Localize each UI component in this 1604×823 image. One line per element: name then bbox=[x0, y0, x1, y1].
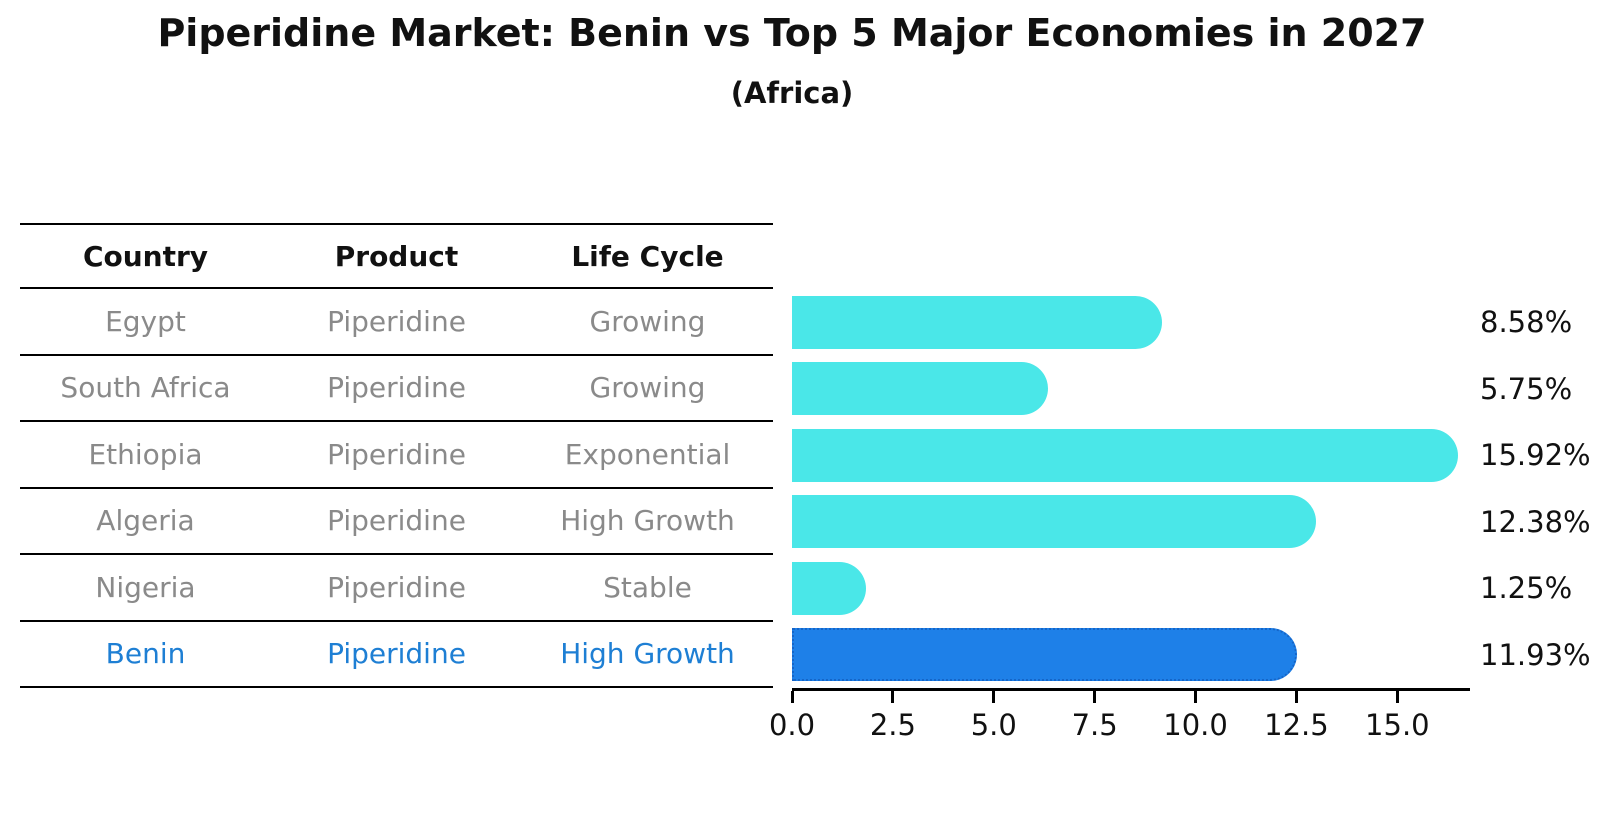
x-tick-label: 0.0 bbox=[768, 708, 816, 742]
table-row: Algeria Piperidine High Growth bbox=[20, 489, 773, 555]
bar-row-benin bbox=[792, 622, 1470, 689]
country-cell: Nigeria bbox=[95, 570, 196, 604]
table-row-benin: Benin Piperidine High Growth bbox=[20, 622, 773, 688]
life-cycle-cell: Stable bbox=[603, 570, 692, 604]
table-row: South Africa Piperidine Growing bbox=[20, 356, 773, 422]
life-cycle-cell: High Growth bbox=[560, 637, 735, 671]
bar-value-label: 8.58% bbox=[1480, 305, 1573, 340]
table-header-row: Country Product Life Cycle bbox=[20, 223, 773, 289]
bar-value-label: 12.38% bbox=[1480, 504, 1591, 539]
bar-value-label: 11.93% bbox=[1480, 637, 1591, 672]
chart-title: Piperidine Market: Benin vs Top 5 Major … bbox=[157, 11, 1427, 55]
table-row: Ethiopia Piperidine Exponential bbox=[20, 422, 773, 489]
life-cycle-cell: High Growth bbox=[560, 504, 735, 538]
bar-value-label: 15.92% bbox=[1480, 438, 1591, 473]
x-tick-mark bbox=[1395, 691, 1399, 703]
x-tick-mark bbox=[790, 691, 794, 703]
life-cycle-cell: Growing bbox=[589, 304, 706, 338]
x-tick-mark bbox=[1194, 691, 1198, 703]
x-tick-mark bbox=[891, 691, 895, 703]
bar-row-egypt bbox=[792, 289, 1470, 356]
bar-row-algeria bbox=[792, 489, 1470, 556]
table-row: Egypt Piperidine Growing bbox=[20, 289, 773, 356]
table-header-country: Country bbox=[82, 239, 209, 273]
table-row: Nigeria Piperidine Stable bbox=[20, 555, 773, 622]
product-cell: Piperidine bbox=[327, 304, 466, 338]
product-cell: Piperidine bbox=[327, 570, 466, 604]
table-header-life-cycle: Life Cycle bbox=[571, 239, 724, 273]
bar-algeria bbox=[792, 495, 1316, 549]
bar-ethiopia bbox=[792, 428, 1459, 482]
table-header-product: Product bbox=[334, 239, 459, 273]
bar-row-ethiopia bbox=[792, 422, 1470, 489]
bar-benin bbox=[792, 628, 1298, 682]
bar-value-label: 1.25% bbox=[1480, 571, 1573, 606]
country-cell: South Africa bbox=[60, 371, 231, 405]
country-cell: Egypt bbox=[105, 304, 186, 338]
x-tick-mark bbox=[1093, 691, 1097, 703]
bar-value-label: 5.75% bbox=[1480, 371, 1573, 406]
country-cell: Benin bbox=[105, 637, 186, 671]
x-tick-label: 10.0 bbox=[1163, 708, 1228, 742]
life-cycle-cell: Exponential bbox=[564, 437, 731, 471]
bar-nigeria bbox=[792, 561, 867, 615]
x-tick-label: 7.5 bbox=[1071, 708, 1118, 742]
country-cell: Ethiopia bbox=[88, 437, 203, 471]
product-cell: Piperidine bbox=[327, 371, 466, 405]
product-cell: Piperidine bbox=[327, 437, 466, 471]
bar-row-nigeria bbox=[792, 555, 1470, 622]
x-tick-label: 2.5 bbox=[869, 708, 916, 742]
product-cell: Piperidine bbox=[327, 504, 466, 538]
product-cell: Piperidine bbox=[327, 637, 466, 671]
bar-south-africa bbox=[792, 362, 1049, 416]
value-labels-column: 8.58% 5.75% 15.92% 12.38% 1.25% 11.93% bbox=[1480, 289, 1604, 688]
x-axis-spine bbox=[792, 688, 1470, 691]
x-tick-mark bbox=[1294, 691, 1298, 703]
x-tick-label: 12.5 bbox=[1264, 708, 1329, 742]
bar-row-south-africa bbox=[792, 356, 1470, 423]
x-tick-label: 5.0 bbox=[970, 708, 1017, 742]
life-cycle-cell: Growing bbox=[589, 371, 706, 405]
bar-egypt bbox=[792, 295, 1163, 349]
x-tick-label: 15.0 bbox=[1365, 708, 1430, 742]
bar-plot-area bbox=[792, 289, 1470, 688]
country-cell: Algeria bbox=[96, 504, 195, 538]
chart-subtitle: (Africa) bbox=[730, 76, 854, 110]
country-table: Country Product Life Cycle Egypt Piperid… bbox=[20, 223, 773, 688]
x-tick-mark bbox=[992, 691, 996, 703]
